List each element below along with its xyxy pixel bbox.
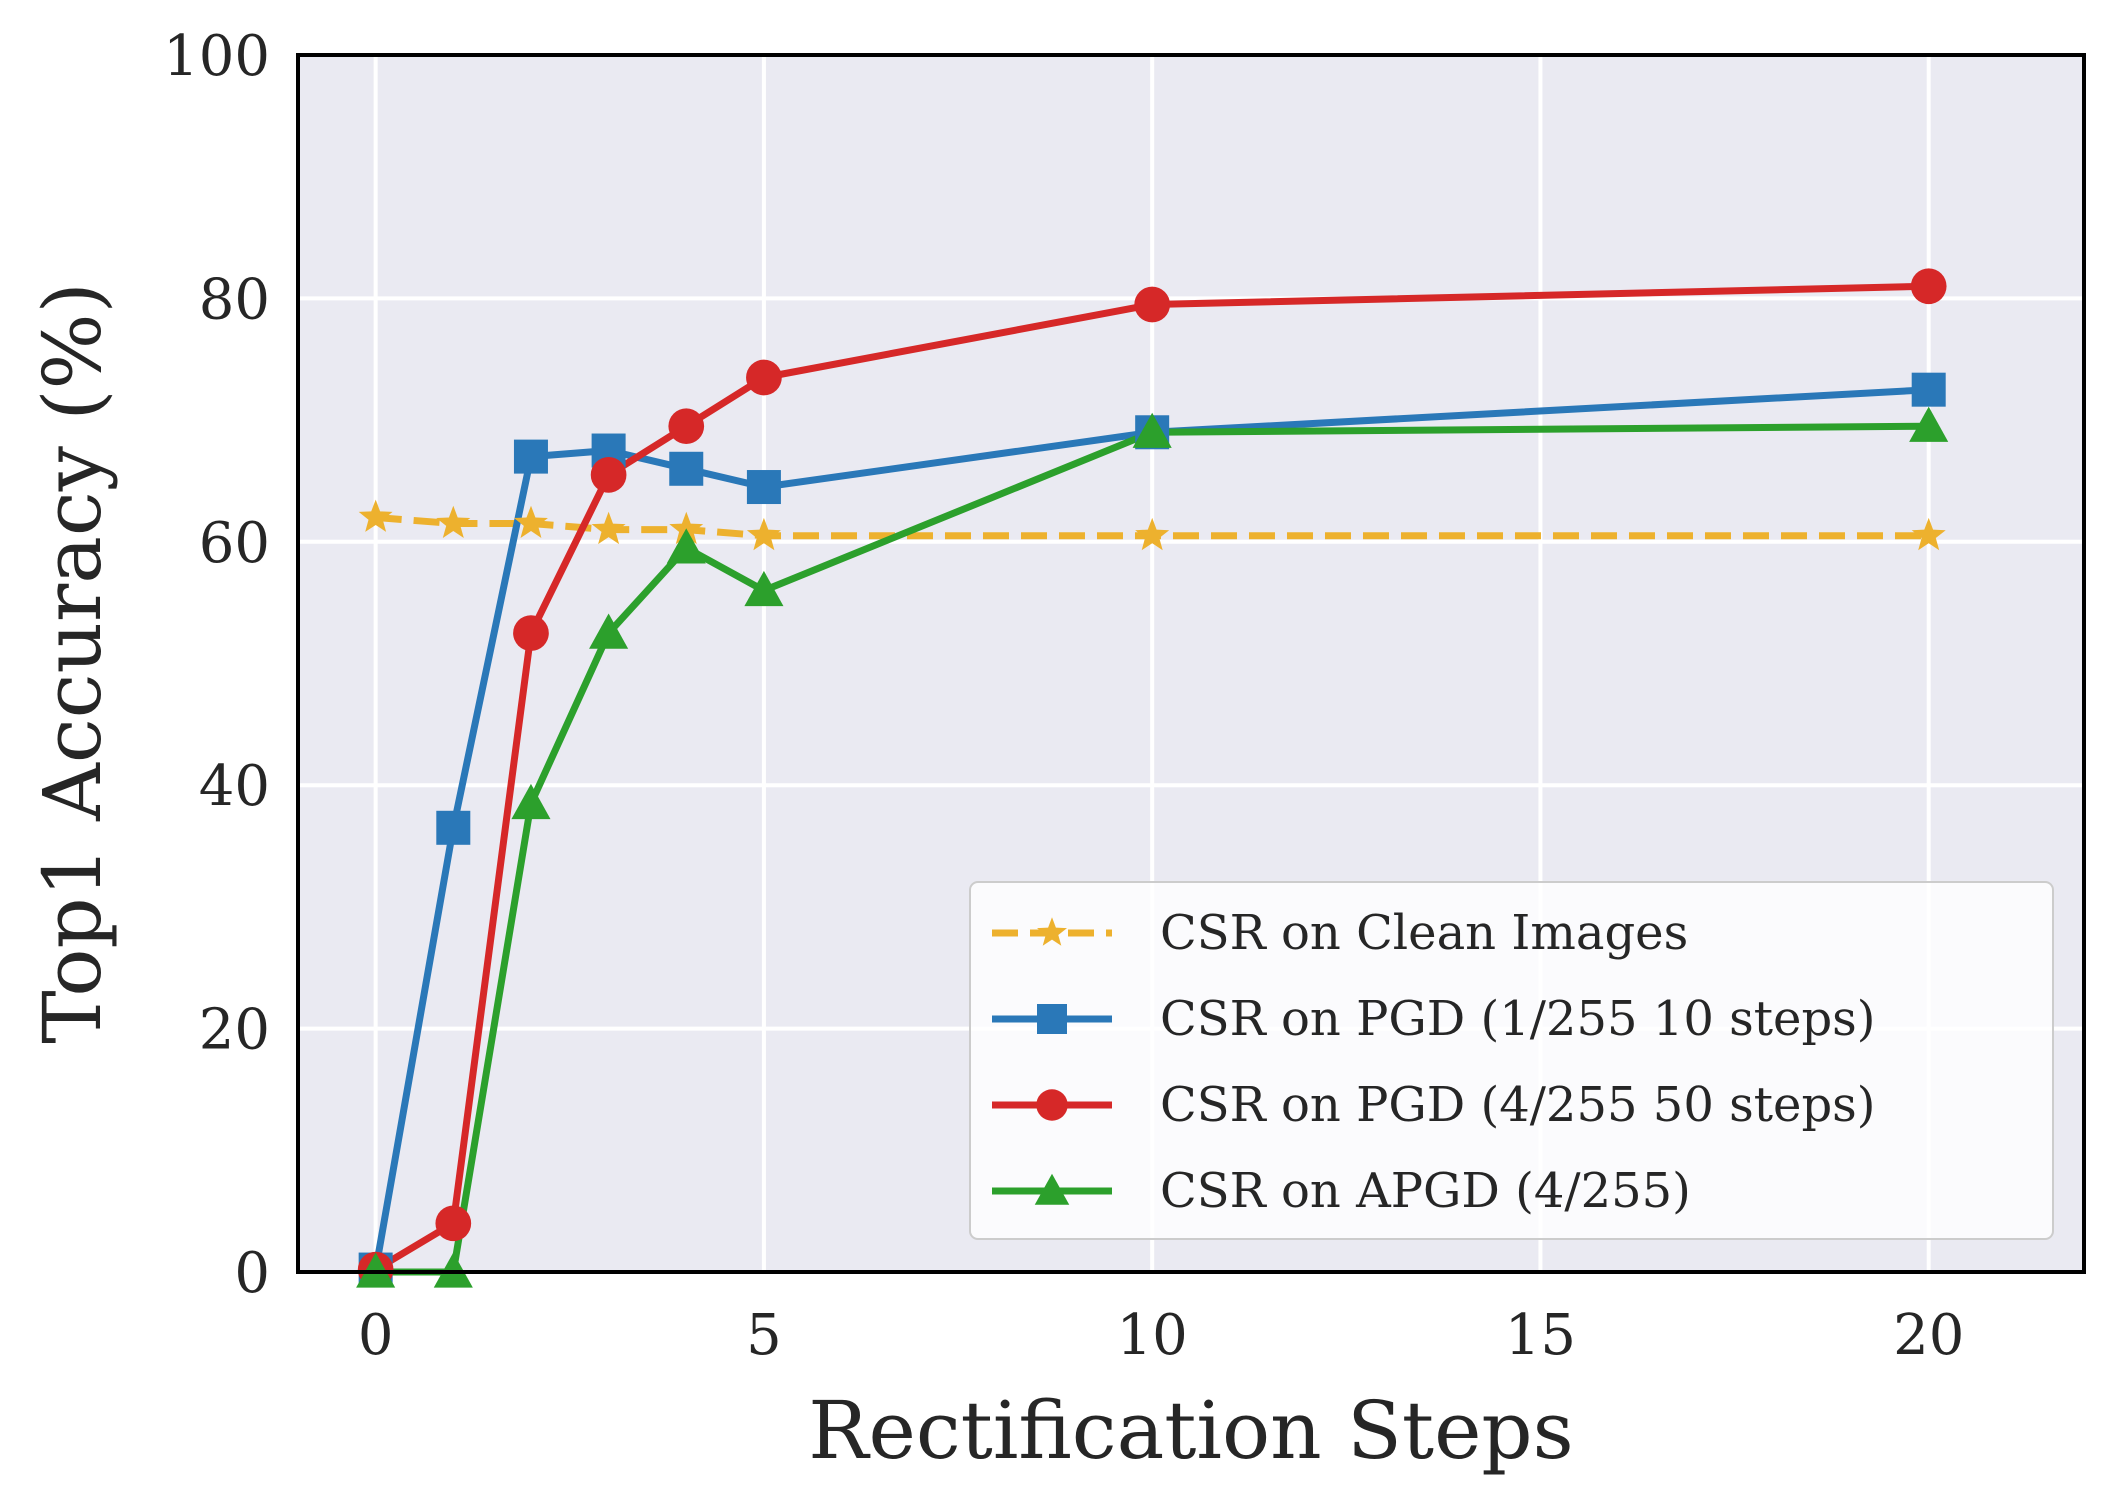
y-tick-label: 60 <box>199 511 270 576</box>
legend-label: CSR on APGD (4/255) <box>1160 1163 1691 1219</box>
data-point-series-1 <box>1911 517 1946 551</box>
data-point-series-4 <box>589 613 629 649</box>
data-point-series-3 <box>668 408 705 445</box>
x-tick-label: 15 <box>1505 1303 1576 1368</box>
data-point-series-4 <box>511 783 551 820</box>
x-tick-label: 5 <box>746 1303 782 1368</box>
series-line-1 <box>375 514 1929 540</box>
x-tick-label: 0 <box>358 1303 394 1368</box>
y-tick-label: 0 <box>234 1241 270 1306</box>
series-line-2 <box>372 386 1929 1271</box>
series-line-3 <box>373 282 1929 1273</box>
legend-label: CSR on Clean Images <box>1160 905 1688 961</box>
data-point-series-1 <box>436 505 471 538</box>
data-point-series-4 <box>744 570 784 607</box>
data-point-series-3 <box>1134 286 1171 323</box>
legend-box <box>969 881 2054 1240</box>
data-point-series-1 <box>669 511 704 545</box>
data-point-series-3 <box>746 359 782 396</box>
y-tick-label: 20 <box>199 998 270 1063</box>
data-point-series-3 <box>590 457 627 493</box>
data-point-series-1 <box>514 505 548 538</box>
legend-swatch-marker <box>1034 1173 1070 1205</box>
data-point-series-1 <box>591 511 626 545</box>
x-tick-labels: 0 5 10 15 20 <box>358 1303 1964 1368</box>
legend-swatch-marker <box>1037 917 1067 946</box>
series-lines <box>372 282 1929 1276</box>
data-point-series-2 <box>746 470 781 505</box>
y-tick-labels: 0 20 40 60 80 100 <box>163 24 270 1306</box>
data-point-series-1 <box>1135 517 1170 551</box>
y-tick-label: 40 <box>199 754 270 819</box>
legend: CSR on Clean Images CSR on PGD (1/255 10 … <box>969 881 2054 1240</box>
series-markers <box>356 268 1949 1288</box>
data-point-series-3 <box>1910 268 1947 305</box>
data-point-series-1 <box>358 499 393 532</box>
legend-swatch-marker <box>1037 1004 1067 1034</box>
legend-label: CSR on PGD (4/255 50 steps) <box>1160 1077 1876 1133</box>
plot-frame <box>296 53 2086 1274</box>
data-point-series-2 <box>436 810 471 845</box>
data-point-series-2 <box>513 439 548 474</box>
data-point-series-1 <box>746 517 781 551</box>
x-axis-title: Rectification Steps <box>808 1384 1573 1477</box>
y-tick-label: 100 <box>163 24 270 89</box>
data-point-series-4 <box>666 528 706 564</box>
y-tick-label: 80 <box>199 267 270 332</box>
data-point-series-2 <box>1911 372 1946 407</box>
x-tick-label: 10 <box>1117 1303 1188 1368</box>
y-axis-title: Top1 Accuracy (%) <box>26 282 119 1044</box>
x-tick-label: 20 <box>1893 1303 1964 1368</box>
series-line-4 <box>375 422 1929 1276</box>
data-point-series-4 <box>1132 412 1172 448</box>
legend-label: CSR on PGD (1/255 10 steps) <box>1160 991 1876 1047</box>
data-point-series-2 <box>669 451 704 486</box>
data-point-series-3 <box>435 1205 472 1242</box>
legend-swatch-marker <box>1036 1089 1068 1121</box>
data-point-series-4 <box>1909 406 1949 442</box>
data-point-series-3 <box>513 615 549 651</box>
